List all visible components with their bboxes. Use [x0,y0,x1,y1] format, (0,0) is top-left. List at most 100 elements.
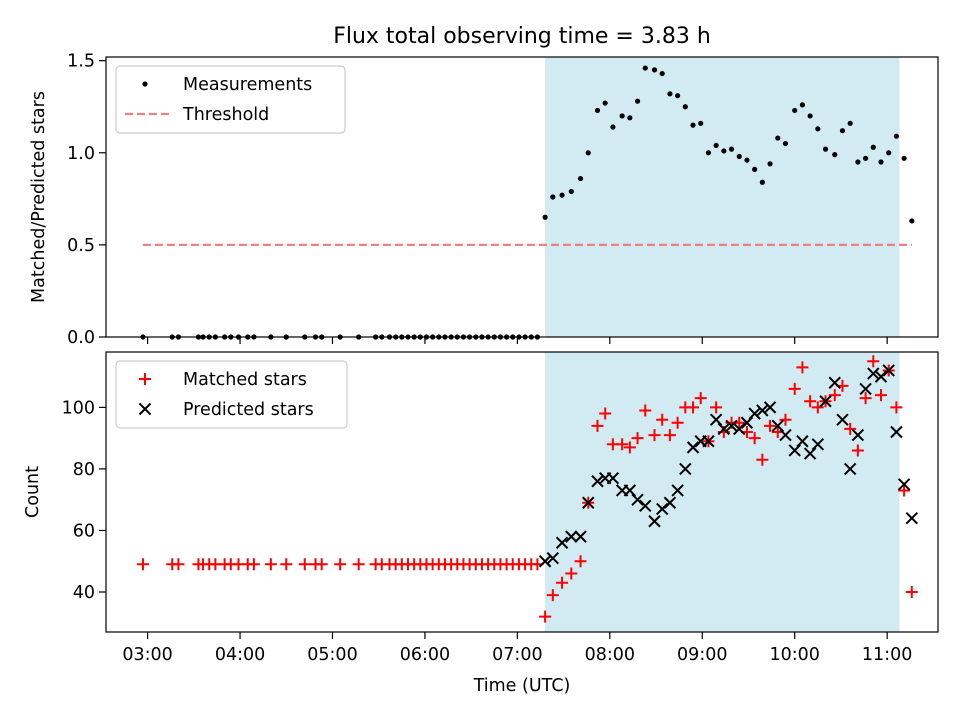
bottom-panel: 03:00 04:00 05:00 06:00 07:00 08:00 09:00 10:00… [62,351,939,665]
matched-star-point [539,610,552,623]
matched-star-point [867,355,880,368]
measurement-point [855,159,861,165]
measurement-point [815,126,821,132]
measurement-point [847,120,853,126]
matched-star-point [859,392,872,405]
bottom-axes-frame [105,351,939,633]
x-tick-label: 07:00 [492,645,542,665]
predicted-star-point [882,364,895,377]
x-tick-label: 11:00 [862,645,912,665]
matched-star-point [851,444,864,457]
matched-star-point [811,401,824,414]
top-y-tick-label: 1.5 [67,52,95,72]
measurement-point [799,102,806,108]
predicted-star-point [663,496,677,509]
measurement-point [585,150,591,156]
matched-star-point [756,453,769,466]
bottom-y-tick-label: 80 [73,460,95,480]
predicted-star-point [874,370,888,383]
bottom-legend: Matched stars Predicted stars [115,360,348,429]
measurement-point [862,155,869,161]
matched-star-point [616,438,629,451]
measurement-point [675,93,681,99]
matched-star-point [828,389,841,402]
measurement-point [705,150,712,156]
measurement-point [870,144,876,150]
matched-star-point [890,401,903,414]
predicted-star-point [788,444,801,457]
bottom-y-tick-label: 100 [62,398,95,418]
measurement-point [744,157,750,163]
predicted-star-point [836,413,849,426]
top-axes-frame [105,56,939,338]
measurement-point [577,175,584,182]
chart-title: Flux total observing time = 3.83 h [333,24,711,49]
matched-star-point [656,413,669,426]
measurement-point [659,70,665,77]
matched-star-point [172,558,185,571]
measurement-point [602,100,608,106]
predicted-star-point [591,475,604,488]
x-tick-label: 06:00 [400,645,450,665]
predicted-star-point [890,425,903,439]
measurement-point [909,218,915,224]
measurement-point [878,159,884,165]
measurement-point [568,188,574,195]
top-y-tick-label: 0.0 [67,328,95,348]
predicted-star-point [819,395,832,408]
predicted-star-point [756,404,769,417]
measurement-point [893,133,900,139]
measurement-point [807,113,813,119]
top-observing-window [545,57,900,337]
top-y-axis-label: Matched/Predicted stars [29,91,49,303]
matched-star-point [546,589,559,602]
predicted-star-point [779,428,792,442]
matched-star-point [663,429,676,442]
x-tick-label: 10:00 [769,645,819,665]
matched-star-point [599,407,612,420]
measurement-point [792,107,798,114]
predicted-star-point [606,471,620,485]
matched-star-point [710,401,723,414]
bottom-y-axis-label: Count [23,466,43,518]
top-y-tick-label: 0.5 [67,236,95,256]
measurement-point [698,120,704,126]
matched-star-point [574,555,587,568]
matched-star-point [804,395,817,408]
bottom-y-tick-label: 60 [73,521,95,541]
measurement-point [667,91,673,97]
matched-star-point [631,432,644,445]
legend-label: Predicted stars [183,400,314,420]
predicted-star-point [538,555,552,568]
bottom-observing-window [545,352,900,632]
top-legend-box [115,65,346,134]
measurement-point [550,194,556,200]
predicted-star-point [796,435,809,448]
matched-star-point [352,558,365,571]
predicted-star-point [843,462,857,476]
measurement-point [886,150,892,156]
predicted-star-point [859,382,872,396]
measurement-point [559,192,565,198]
matched-star-point [315,558,328,571]
predicted-star-point [740,416,754,429]
predicted-star-point [686,441,700,454]
legend-measurements-marker [142,81,148,87]
measurement-point [690,122,696,128]
matched-star-point [764,419,777,432]
predicted-star-point [763,401,777,414]
measurement-point [651,67,658,73]
measurement-point [682,104,688,110]
measurement-point [634,98,641,104]
matched-star-point [844,422,857,435]
predicted-star-point [702,435,715,448]
matched-star-point [905,586,918,598]
matched-star-point [565,567,578,580]
x-tick-label: 03:00 [122,645,172,665]
matched-star-point [694,392,707,405]
predicted-star-point [631,493,644,506]
predicted-star-point [717,422,731,436]
predicted-star-point [648,515,661,528]
measurement-point [901,155,907,161]
